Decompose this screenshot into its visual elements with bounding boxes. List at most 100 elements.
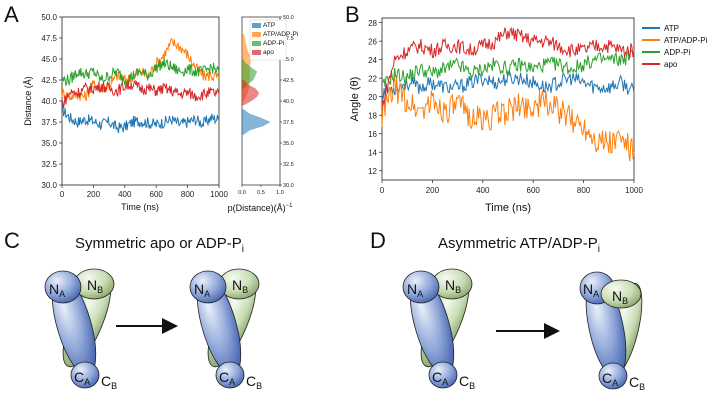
ytick-label: 14 bbox=[368, 149, 377, 158]
label-cb: CB bbox=[629, 374, 645, 392]
dist-apo bbox=[242, 80, 260, 106]
dimer-c-left: NA NB CA CB bbox=[44, 268, 117, 391]
chart-a-side-legend: ATP ATP/ADP-Pi ADP-Pi apo bbox=[249, 19, 298, 61]
panel-letter-C: C bbox=[4, 228, 20, 253]
ytick-label: 50.0 bbox=[41, 13, 57, 22]
label-na: NA bbox=[49, 281, 65, 299]
chart-b-lines bbox=[381, 26, 635, 162]
ytick-label: 47.5 bbox=[41, 34, 57, 43]
xtick-label: 1000 bbox=[210, 190, 228, 199]
chart-a-xlabel: Time (ns) bbox=[121, 202, 159, 212]
ytick-label: 35.0 bbox=[41, 139, 57, 148]
legend-swatch bbox=[252, 41, 261, 46]
legend-label: ADP-Pi bbox=[664, 48, 690, 57]
panel-letter-B: B bbox=[345, 2, 360, 27]
xtick-label: 200 bbox=[426, 186, 440, 195]
legend-swatch bbox=[252, 32, 261, 37]
dimer-d-right: NA NB CA CB bbox=[579, 271, 645, 392]
domain-ca bbox=[598, 362, 628, 390]
panel-d-title: Asymmetric ATP/ADP-Pi bbox=[438, 235, 600, 255]
ytick-label: 37.5 bbox=[283, 120, 294, 126]
label-na: NA bbox=[407, 281, 423, 299]
xtick-label: 0.0 bbox=[238, 190, 246, 196]
xtick-label: 200 bbox=[87, 190, 101, 199]
ytick-label: 20 bbox=[368, 93, 377, 102]
ytick-label: 30.0 bbox=[283, 183, 294, 189]
ytick-label: 40.0 bbox=[283, 99, 294, 105]
chart-a-ylabel: Distance (Å) bbox=[23, 76, 33, 126]
label-ca: CA bbox=[602, 370, 618, 388]
domain-nb bbox=[600, 279, 642, 309]
panel-letter-A: A bbox=[4, 2, 19, 27]
ytick-label: 42.5 bbox=[283, 78, 294, 84]
chart-b: 12 14 16 18 20 22 24 26 28 0 200 400 600 800 1000 ATP… bbox=[349, 17, 708, 214]
legend-swatch bbox=[252, 23, 261, 28]
domain-ca bbox=[70, 361, 100, 389]
legend-label: ATP bbox=[263, 22, 275, 29]
chart-a-side-xlabel: p(Distance)(Å)−1 bbox=[228, 203, 294, 213]
label-cb: CB bbox=[246, 373, 262, 391]
xtick-label: 0.5 bbox=[257, 190, 265, 196]
xtick-label: 400 bbox=[118, 190, 132, 199]
ytick-label: 30.0 bbox=[41, 181, 57, 190]
chart-b-ylabel: Angle (θ) bbox=[349, 77, 361, 122]
ytick-label: 45.0 bbox=[283, 57, 294, 63]
xtick-label: 1.0 bbox=[276, 190, 284, 196]
domain-ca bbox=[428, 361, 458, 389]
xtick-label: 800 bbox=[181, 190, 195, 199]
ytick-label: 32.5 bbox=[41, 160, 57, 169]
panel-letter-D: D bbox=[370, 228, 386, 253]
label-ca: CA bbox=[74, 369, 90, 387]
ytick-label: 12 bbox=[368, 167, 377, 176]
dimer-c-right: NA NB CA CB bbox=[189, 268, 262, 391]
label-nb: NB bbox=[445, 277, 461, 295]
ytick-label: 18 bbox=[368, 112, 377, 121]
ytick-label: 50.0 bbox=[283, 15, 294, 21]
label-nb: NB bbox=[232, 277, 248, 295]
series-line-adppi bbox=[381, 49, 635, 87]
ytick-label: 45.0 bbox=[41, 55, 57, 64]
legend-label: apo bbox=[664, 60, 678, 69]
label-na: NA bbox=[194, 281, 210, 299]
dist-atp bbox=[242, 109, 271, 135]
legend-label: apo bbox=[263, 49, 274, 56]
panel-c-title: Symmetric apo or ADP-Pi bbox=[75, 235, 244, 255]
xtick-label: 400 bbox=[476, 186, 490, 195]
ytick-label: 16 bbox=[368, 130, 377, 139]
chart-a-lines bbox=[61, 38, 220, 134]
label-nb: NB bbox=[612, 288, 628, 306]
domain-na bbox=[44, 270, 82, 304]
ytick-label: 24 bbox=[368, 56, 377, 65]
legend-label: ATP/ADP-Pi bbox=[664, 36, 708, 45]
dimer-d-left: NA NB CA CB bbox=[402, 268, 475, 391]
series-line-adppi bbox=[61, 57, 220, 87]
chart-b-yticks: 12 14 16 18 20 22 24 26 28 bbox=[368, 19, 382, 176]
xtick-label: 800 bbox=[577, 186, 591, 195]
xtick-label: 1000 bbox=[625, 186, 643, 195]
xtick-label: 0 bbox=[60, 190, 65, 199]
chart-b-legend: ATP ATP/ADP-Pi ADP-Pi apo bbox=[642, 24, 708, 69]
chart-b-frame bbox=[381, 17, 635, 181]
ytick-label: 42.5 bbox=[41, 76, 57, 85]
label-nb: NB bbox=[87, 277, 103, 295]
chart-a-side-xticks: 0.0 0.5 1.0 bbox=[238, 185, 284, 196]
series-line-atpadppi bbox=[381, 74, 635, 162]
label-cb: CB bbox=[101, 373, 117, 391]
label-ca: CA bbox=[219, 369, 235, 387]
dist-adppi bbox=[242, 59, 258, 89]
domain-na bbox=[189, 270, 227, 304]
domain-na bbox=[402, 270, 440, 304]
label-ca: CA bbox=[432, 369, 448, 387]
chart-a-yticks: 30.0 32.5 35.0 37.5 40.0 42.5 45.0 47.5 50.0 bbox=[41, 13, 62, 190]
chart-b-xlabel: Time (ns) bbox=[485, 202, 531, 214]
ytick-label: 22 bbox=[368, 75, 377, 84]
ytick-label: 37.5 bbox=[41, 118, 57, 127]
xtick-label: 600 bbox=[150, 190, 164, 199]
domain-ca bbox=[215, 361, 245, 389]
ytick-label: 47.5 bbox=[283, 36, 294, 42]
ytick-label: 28 bbox=[368, 19, 377, 28]
legend-label: ADP-Pi bbox=[263, 40, 284, 47]
ytick-label: 32.5 bbox=[283, 162, 294, 168]
label-na: NA bbox=[583, 281, 599, 299]
label-cb: CB bbox=[459, 373, 475, 391]
